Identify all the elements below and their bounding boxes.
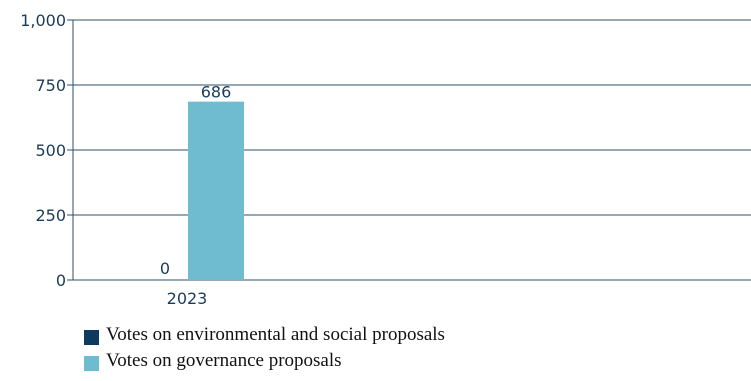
legend-swatch-governance <box>84 355 99 371</box>
legend: Votes on environmental and social propos… <box>84 322 445 374</box>
bar-1 <box>188 101 244 280</box>
legend-item-governance: Votes on governance proposals <box>84 348 445 374</box>
legend-item-environmental-social: Votes on environmental and social propos… <box>84 322 445 348</box>
y-tick-label: 1,000 <box>20 11 66 30</box>
legend-swatch-environmental-social <box>84 329 99 345</box>
legend-label-governance: Votes on governance proposals <box>106 350 342 371</box>
data-label-1: 686 <box>201 83 232 102</box>
x-tick-label: 2023 <box>167 289 208 308</box>
chart-svg: 0 250 500 750 1,000 0 686 2023 <box>20 11 751 308</box>
data-label-0: 0 <box>160 259 170 278</box>
y-tick-label: 0 <box>56 271 66 290</box>
y-tick-label: 500 <box>35 141 66 160</box>
y-tick-label: 750 <box>35 76 66 95</box>
y-tick-label: 250 <box>35 206 66 225</box>
legend-label-environmental-social: Votes on environmental and social propos… <box>106 324 445 345</box>
